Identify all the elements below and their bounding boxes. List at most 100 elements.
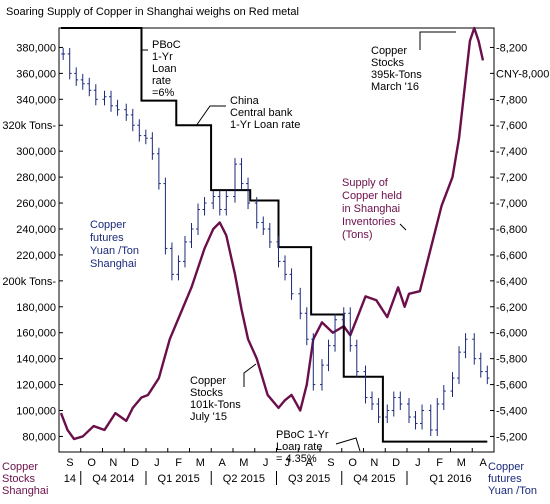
annotation-supply-line: in Shanghai	[342, 203, 400, 215]
period-label: Q1 2016	[429, 473, 471, 485]
right-tick-label: -7,600	[496, 120, 527, 132]
period-label: Q2 2015	[223, 473, 265, 485]
month-label: D	[131, 457, 139, 469]
month-label: F	[436, 457, 443, 469]
month-label: S	[327, 457, 334, 469]
left-tick-label: 260,000	[16, 198, 56, 210]
month-label: J	[263, 457, 269, 469]
right-tick-label: -5,400	[496, 406, 527, 418]
month-label: A	[479, 457, 487, 469]
pointer-pboc-435	[335, 437, 361, 452]
month-label: O	[87, 457, 96, 469]
right-tick-label: -8,200	[496, 42, 527, 54]
left-axis-label-line: Stocks	[2, 473, 36, 485]
left-tick-label: 220,000	[16, 250, 56, 262]
annotation-supply-line: Supply of	[342, 177, 389, 189]
month-label: D	[392, 457, 400, 469]
right-tick-label: CNY-8,000	[496, 68, 549, 80]
annotation-pboc-6-line: =6%	[152, 87, 175, 99]
left-tick-label: 140,000	[16, 354, 56, 366]
annotation-copper-395-line: Stocks	[371, 57, 405, 69]
left-tick-label: 100,000	[16, 406, 56, 418]
left-tick-label: 80,000	[22, 431, 56, 443]
left-tick-label: 200k Tons-	[2, 276, 56, 288]
annotation-china-cb-line: China	[230, 95, 260, 107]
pointer-copper-101	[243, 363, 257, 387]
month-label: O	[348, 457, 357, 469]
right-tick-label: -5,200	[496, 431, 527, 443]
annotation-pboc-435-line: PBoC 1-Yr	[276, 429, 329, 441]
series-copper-futures	[61, 47, 490, 436]
annotation-copper-101-line: July '15	[190, 411, 227, 423]
x-axis-periods: 14 Q4 2014 Q1 2015 Q2 2015 Q3 2015 Q4 2015 Q1 …	[64, 471, 472, 485]
annotation-pboc-435-line: Loan rate	[276, 441, 322, 453]
month-label: F	[175, 457, 182, 469]
right-axis: -8,200 CNY-8,000 -7,800 -7,600 -7,400 -7,200 -…	[490, 42, 549, 443]
right-tick-label: -6,400	[496, 276, 527, 288]
left-axis-label-line: Shanghai	[2, 485, 49, 497]
annotation-copper-395-line: 395k-Tons	[371, 69, 422, 81]
tick-marks	[58, 448, 473, 452]
annotation-futures-line: Copper	[90, 219, 126, 231]
annotation-pboc-6-line: Loan	[152, 63, 176, 75]
right-axis-label-line: Copper	[488, 461, 524, 473]
pointer-pboc-6	[141, 30, 148, 51]
month-label: J	[285, 457, 291, 469]
series-layer	[59, 26, 490, 443]
left-tick-label: 180,000	[16, 302, 56, 314]
annotation-pboc-6-line: rate	[152, 75, 171, 87]
period-label: Q3 2015	[288, 473, 330, 485]
left-tick-label: 160,000	[16, 328, 56, 340]
left-axis: 380,000 360,000 340,000 320k Tons- 300,000 28…	[2, 42, 63, 443]
right-tick-label: -7,400	[496, 146, 527, 158]
month-label: M	[457, 457, 466, 469]
right-tick-label: -5,800	[496, 354, 527, 366]
left-tick-label: 120,000	[16, 380, 56, 392]
annotation-supply-line: Copper held	[342, 190, 402, 202]
annotation-copper-395: Copper Stocks 395k-Tons March '16	[371, 45, 425, 93]
annotation-pboc-6: PBoC 1-Yr Loan rate =6%	[152, 39, 184, 99]
left-axis-label: Copper Stocks Shanghai	[2, 461, 49, 497]
month-label: M	[196, 457, 205, 469]
right-tick-label: -6,200	[496, 302, 527, 314]
right-tick-label: -6,600	[496, 250, 527, 262]
annotation-futures: Copper futures Yuan /Ton Shanghai	[90, 219, 142, 270]
annotation-copper-101-line: Copper	[190, 375, 226, 387]
month-label: J	[154, 457, 160, 469]
month-label: S	[66, 457, 73, 469]
annotation-supply-line: (Tons)	[342, 229, 373, 241]
left-tick-label: 380,000	[16, 42, 56, 54]
right-tick-label: -6,800	[496, 224, 527, 236]
period-label: 14	[64, 473, 76, 485]
period-label: Q4 2014	[92, 473, 134, 485]
month-label: N	[109, 457, 117, 469]
month-label: J	[415, 457, 421, 469]
annotation-futures-line: Yuan /Ton	[90, 245, 139, 257]
annotation-copper-101-line: Stocks	[190, 387, 224, 399]
pointer-copper-395	[419, 31, 456, 50]
right-tick-label: -7,800	[496, 94, 527, 106]
pointer-china-cb	[195, 105, 226, 127]
annotation-supply-line: Inventories	[342, 216, 396, 228]
right-tick-label: -6,000	[496, 328, 527, 340]
left-tick-label: 360,000	[16, 68, 56, 80]
annotation-supply: Supply of Copper held in Shanghai Invent…	[342, 177, 405, 241]
left-tick-label: 240,000	[16, 224, 56, 236]
chart-title: Soaring Supply of Copper in Shanghai wei…	[6, 6, 299, 18]
right-axis-label: Copper futures Yuan /Ton	[488, 461, 537, 497]
annotation-pboc-6-line: PBoC	[152, 39, 181, 51]
month-label: A	[305, 457, 313, 469]
annotation-china-cb-line: Central bank	[230, 107, 293, 119]
annotation-china-cb: China Central bank 1-Yr Loan rate	[230, 95, 300, 131]
left-tick-label: 280,000	[16, 172, 56, 184]
period-label: Q4 2015	[353, 473, 395, 485]
annotation-pointers	[141, 30, 456, 452]
left-tick-label: 340,000	[16, 94, 56, 106]
annotation-pboc-6-line: 1-Yr	[152, 51, 173, 63]
month-label: N	[370, 457, 378, 469]
right-tick-label: -5,600	[496, 380, 527, 392]
period-label: Q1 2015	[158, 473, 200, 485]
left-tick-label: 300,000	[16, 146, 56, 158]
